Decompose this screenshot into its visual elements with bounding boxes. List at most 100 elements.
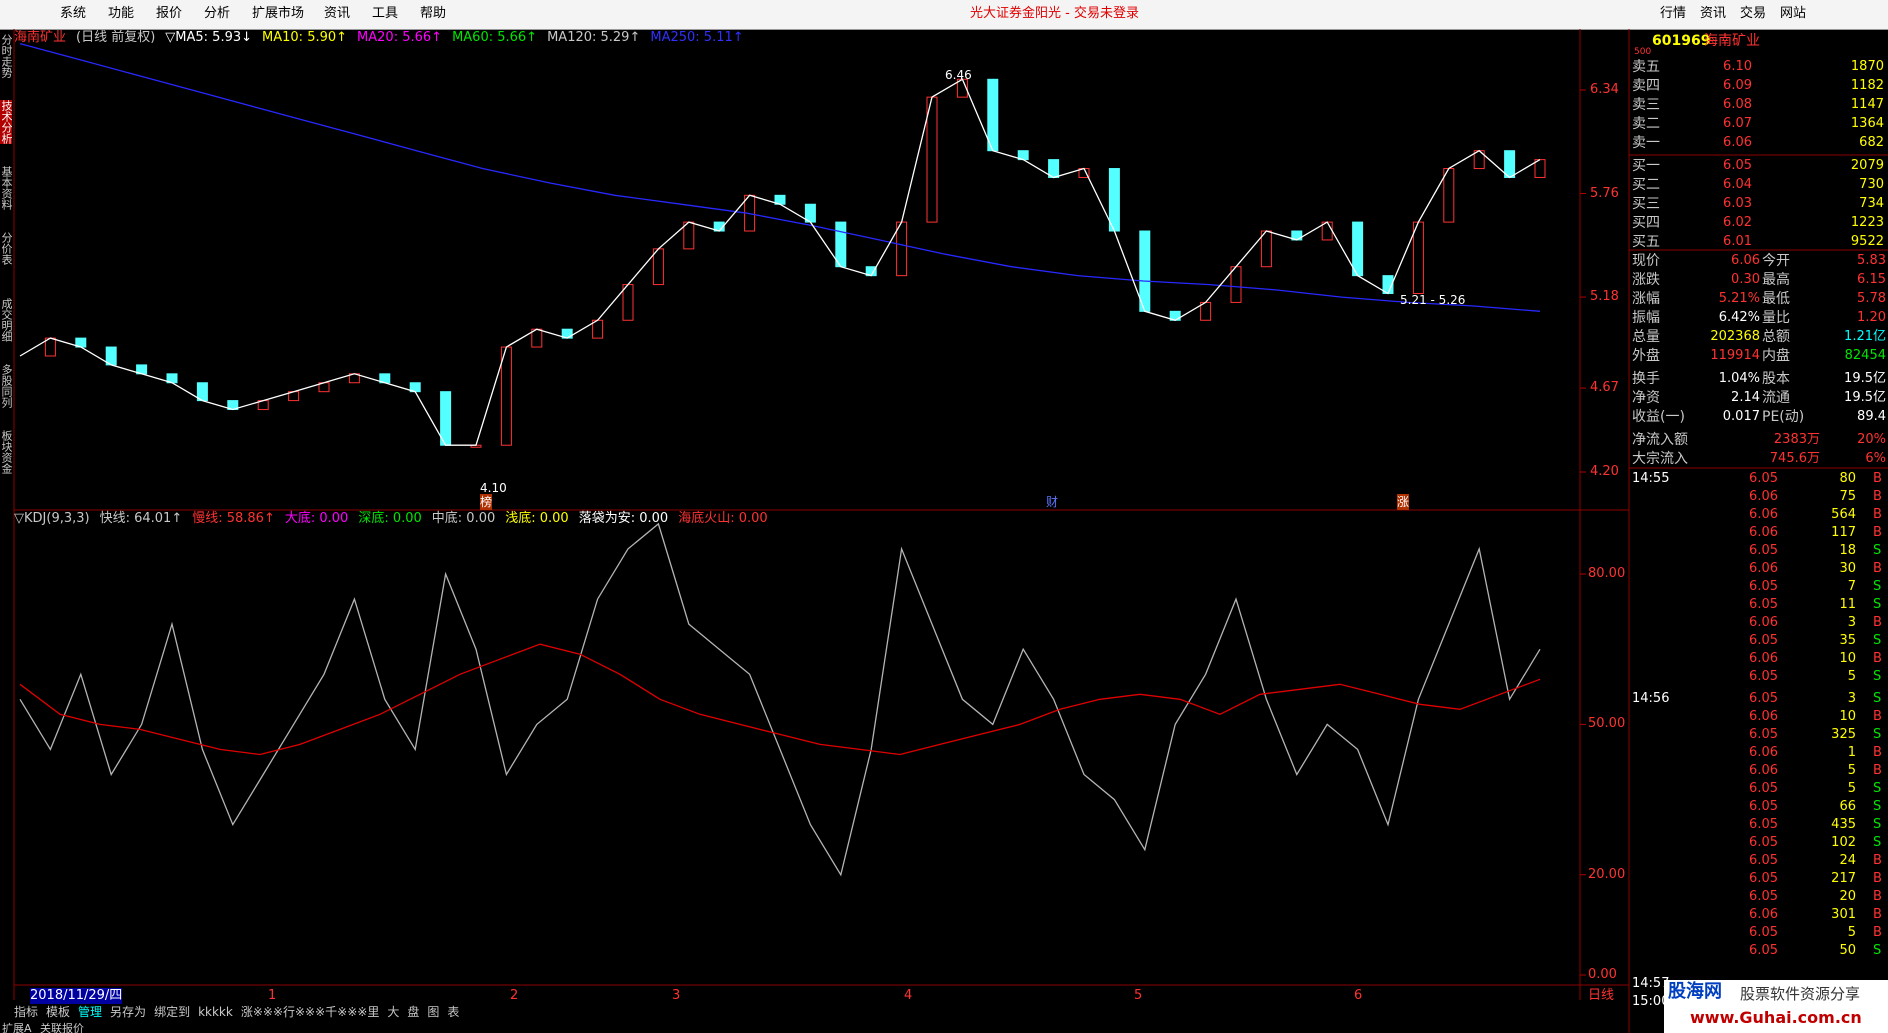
stat-value: 202368 xyxy=(1710,329,1760,344)
tick-volume: 66 xyxy=(1839,799,1856,814)
candle xyxy=(835,221,847,268)
tick-side: B xyxy=(1873,889,1882,904)
side-tab[interactable]: 技术分析 xyxy=(0,100,13,144)
status-item: 扩展A xyxy=(2,1022,32,1033)
stat-label: 总额 xyxy=(1762,329,1790,345)
tick-side: B xyxy=(1873,651,1882,666)
toolbar-button[interactable]: 另存为 xyxy=(110,1005,147,1019)
toolbar-button[interactable]: 涨※※※行※※※千※※※里 xyxy=(240,1005,380,1019)
menu-item[interactable]: 报价 xyxy=(156,6,183,21)
tick-price: 6.05 xyxy=(1749,669,1778,684)
tick-volume: 50 xyxy=(1839,943,1856,958)
toolbar-button[interactable]: 表 xyxy=(447,1005,460,1019)
menu-item[interactable]: 行情 xyxy=(1660,6,1687,21)
annotation: 4.10 xyxy=(480,481,507,495)
side-tab[interactable]: 分时走势 xyxy=(0,34,13,78)
menu-item[interactable]: 扩展市场 xyxy=(252,6,305,21)
candle xyxy=(1443,168,1455,223)
toolbar-button[interactable]: kkkkk xyxy=(198,1005,233,1019)
y-tick-label: 0.00 xyxy=(1588,967,1617,982)
stock-code: 601969 xyxy=(1652,33,1711,49)
toolbar-button[interactable]: 盘 xyxy=(407,1005,420,1019)
tick-time: 15:00 xyxy=(1632,994,1670,1009)
indicator-label: ▽KDJ(9,3,3) xyxy=(14,511,90,526)
tick-price: 6.06 xyxy=(1749,763,1778,778)
tick-volume: 20 xyxy=(1839,889,1856,904)
menu-item[interactable]: 帮助 xyxy=(420,6,447,21)
order-level: 买五 xyxy=(1632,234,1660,250)
side-tab[interactable]: 多股同列 xyxy=(0,364,13,408)
side-tab[interactable]: 成交明细 xyxy=(0,298,13,342)
annotation: 涨 xyxy=(1397,494,1410,510)
order-volume: 1147 xyxy=(1850,97,1884,112)
tick-side: B xyxy=(1873,925,1882,940)
tick-price: 6.05 xyxy=(1749,691,1778,706)
candle xyxy=(896,221,908,277)
menu-item[interactable]: 资讯 xyxy=(324,6,351,21)
indicator-label: MA120: 5.29↑ xyxy=(547,30,641,45)
stat-label: 流通 xyxy=(1762,390,1790,406)
stat-label: 大宗流入 xyxy=(1632,451,1688,467)
tick-side: S xyxy=(1873,579,1882,594)
menu-item[interactable]: 功能 xyxy=(108,6,135,21)
candle xyxy=(1352,221,1364,277)
order-volume: 682 xyxy=(1859,135,1884,150)
tick-side: B xyxy=(1873,615,1882,630)
stat-value: 0.30 xyxy=(1731,272,1760,287)
side-tab[interactable]: 基本资料 xyxy=(0,166,13,210)
order-level: 卖四 xyxy=(1632,78,1660,94)
tick-price: 6.05 xyxy=(1749,471,1778,486)
tick-side: S xyxy=(1873,817,1882,832)
tick-side: S xyxy=(1873,597,1882,612)
tick-price: 6.05 xyxy=(1749,925,1778,940)
tick-side: B xyxy=(1873,507,1882,522)
stat-value: 6.06 xyxy=(1731,253,1760,268)
menu-item[interactable]: 资讯 xyxy=(1700,6,1727,21)
stat-label: 振幅 xyxy=(1632,310,1660,326)
menu-item[interactable]: 工具 xyxy=(372,6,399,21)
tick-side: B xyxy=(1873,561,1882,576)
tick-volume: 10 xyxy=(1839,709,1856,724)
stat-value: 20% xyxy=(1857,432,1886,447)
toolbar-button[interactable]: 图 xyxy=(427,1005,440,1019)
tick-volume: 10 xyxy=(1839,651,1856,666)
tick-price: 6.06 xyxy=(1749,507,1778,522)
stock-name: 海南矿业 xyxy=(1704,33,1760,49)
indicator-label: (日线 前复权) xyxy=(76,30,156,45)
tick-side: S xyxy=(1873,781,1882,796)
indicator-label: MA10: 5.90↑ xyxy=(262,30,348,45)
stat-value: 5.83 xyxy=(1857,253,1886,268)
stat-value: 19.5亿 xyxy=(1844,390,1886,405)
stat-label: 股本 xyxy=(1762,371,1790,387)
menu-item[interactable]: 交易 xyxy=(1740,6,1767,21)
stat-value: 745.6万 xyxy=(1769,451,1820,466)
toolbar-button[interactable]: 绑定到 xyxy=(154,1005,191,1019)
order-volume: 734 xyxy=(1859,196,1884,211)
side-tab[interactable]: 板块资金 xyxy=(0,430,13,474)
toolbar-button[interactable]: 管理 xyxy=(78,1005,103,1019)
menu-item[interactable]: 分析 xyxy=(204,6,231,21)
tick-side: B xyxy=(1873,471,1882,486)
tick-volume: 75 xyxy=(1839,489,1856,504)
toolbar-button[interactable]: 大 xyxy=(387,1005,400,1019)
side-tab[interactable]: 分价表 xyxy=(0,232,13,265)
toolbar-button[interactable]: 模板 xyxy=(46,1005,71,1019)
menu-item[interactable]: 系统 xyxy=(60,6,87,21)
order-level: 卖一 xyxy=(1632,135,1660,151)
slow-line xyxy=(19,643,1541,756)
menu-item[interactable]: 网站 xyxy=(1780,6,1807,21)
toolbar-button[interactable]: 指标 xyxy=(14,1005,39,1019)
tick-volume: 3 xyxy=(1847,615,1856,630)
stat-value: 119914 xyxy=(1710,348,1760,363)
stat-label: 涨跌 xyxy=(1632,272,1660,288)
x-tick-label: 1 xyxy=(268,988,277,1003)
tick-price: 6.05 xyxy=(1749,817,1778,832)
tick-price: 6.06 xyxy=(1749,561,1778,576)
stat-value: 5.21% xyxy=(1718,291,1760,306)
annotation: 榜 xyxy=(480,494,493,510)
tick-volume: 217 xyxy=(1831,871,1856,886)
tick-price: 6.05 xyxy=(1749,579,1778,594)
ma250-line xyxy=(19,42,1541,312)
stat-value: 1.21亿 xyxy=(1844,329,1886,344)
